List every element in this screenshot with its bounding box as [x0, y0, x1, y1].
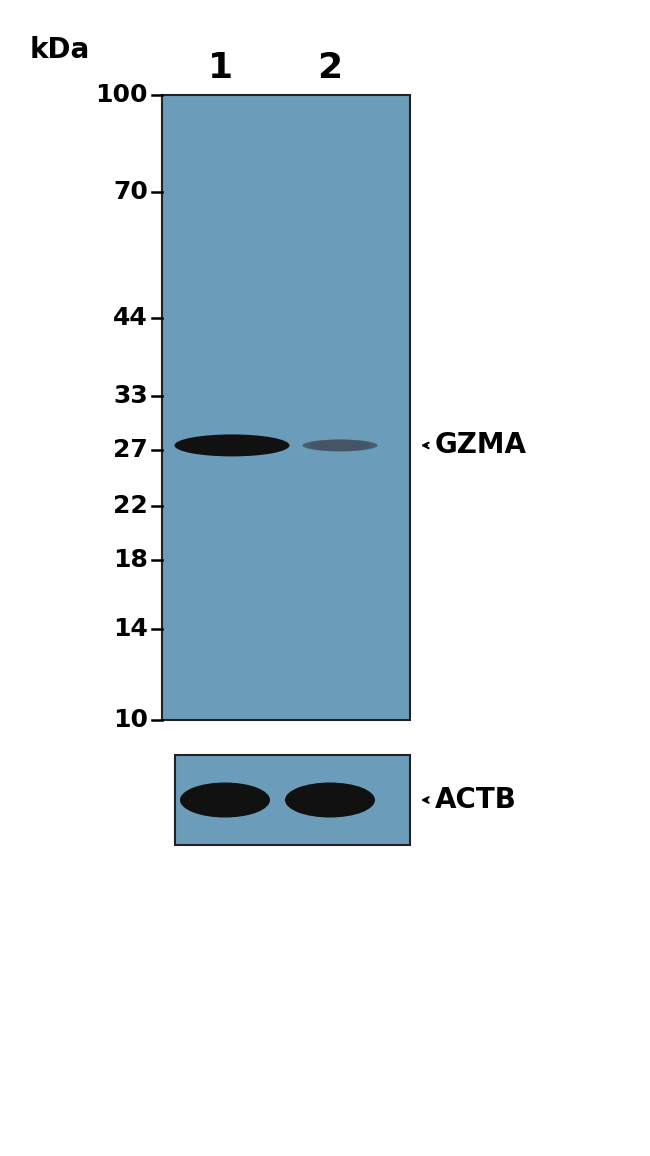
- Ellipse shape: [301, 785, 359, 815]
- Ellipse shape: [285, 783, 375, 817]
- Ellipse shape: [307, 439, 373, 451]
- Ellipse shape: [202, 786, 248, 814]
- Ellipse shape: [325, 440, 355, 450]
- Text: GZMA: GZMA: [435, 431, 527, 459]
- Ellipse shape: [191, 784, 259, 816]
- Ellipse shape: [181, 435, 283, 455]
- Text: 22: 22: [113, 494, 148, 518]
- Ellipse shape: [317, 787, 343, 813]
- Ellipse shape: [188, 436, 276, 455]
- Ellipse shape: [185, 784, 265, 816]
- Ellipse shape: [223, 438, 241, 452]
- Ellipse shape: [207, 787, 243, 813]
- Ellipse shape: [291, 784, 370, 816]
- Text: 18: 18: [113, 548, 148, 572]
- Text: 2: 2: [317, 51, 343, 86]
- Text: 70: 70: [113, 180, 148, 203]
- Ellipse shape: [323, 788, 337, 812]
- Text: ACTB: ACTB: [435, 786, 517, 814]
- Text: 33: 33: [113, 384, 148, 408]
- Text: 44: 44: [113, 306, 148, 329]
- Ellipse shape: [311, 440, 369, 451]
- Ellipse shape: [320, 440, 359, 450]
- Ellipse shape: [302, 439, 378, 451]
- Ellipse shape: [296, 784, 364, 816]
- Text: 27: 27: [113, 438, 148, 462]
- Bar: [162, 95, 410, 720]
- Ellipse shape: [307, 786, 354, 814]
- Ellipse shape: [195, 436, 269, 454]
- Ellipse shape: [316, 440, 364, 451]
- Ellipse shape: [218, 788, 232, 812]
- Text: 10: 10: [113, 707, 148, 732]
- Ellipse shape: [209, 437, 255, 453]
- Text: 14: 14: [113, 616, 148, 640]
- Ellipse shape: [334, 442, 346, 450]
- Ellipse shape: [180, 783, 270, 817]
- Bar: [175, 755, 410, 845]
- Text: kDa: kDa: [30, 36, 90, 64]
- Text: 1: 1: [207, 51, 233, 86]
- Ellipse shape: [216, 438, 248, 453]
- Text: 100: 100: [96, 83, 148, 108]
- Ellipse shape: [202, 437, 262, 454]
- Ellipse shape: [196, 785, 254, 815]
- Ellipse shape: [174, 435, 289, 457]
- Ellipse shape: [330, 442, 350, 450]
- Ellipse shape: [312, 787, 348, 813]
- Ellipse shape: [213, 787, 238, 813]
